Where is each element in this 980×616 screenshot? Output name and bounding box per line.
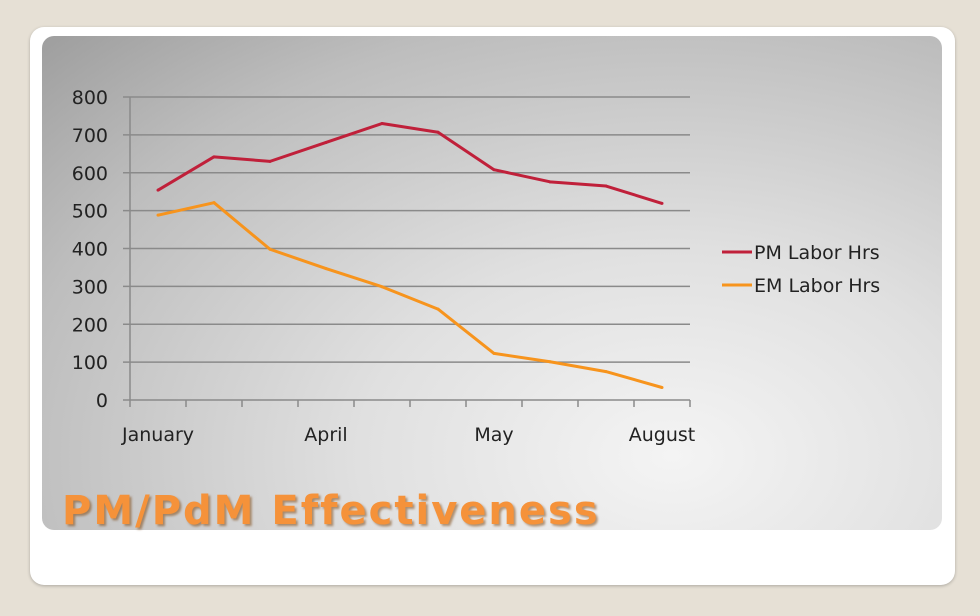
data-point bbox=[436, 307, 440, 311]
data-point bbox=[660, 201, 664, 205]
series-line-pm bbox=[157, 122, 663, 205]
y-tick-label: 200 bbox=[72, 314, 108, 336]
data-point bbox=[380, 122, 384, 126]
data-point bbox=[268, 247, 272, 251]
data-point bbox=[492, 351, 496, 355]
x-tick-label: April bbox=[304, 424, 347, 446]
y-tick-label: 100 bbox=[72, 352, 108, 374]
data-point bbox=[156, 188, 160, 192]
data-point bbox=[548, 360, 552, 364]
data-point bbox=[268, 159, 272, 163]
y-tick-label: 500 bbox=[72, 201, 108, 223]
data-point bbox=[548, 180, 552, 184]
data-point bbox=[604, 370, 608, 374]
x-tick-label: May bbox=[474, 424, 513, 446]
y-tick-label: 700 bbox=[72, 125, 108, 147]
data-point bbox=[660, 386, 664, 390]
legend-label: EM Labor Hrs bbox=[754, 275, 880, 297]
data-point bbox=[156, 213, 160, 217]
data-point bbox=[604, 184, 608, 188]
data-point bbox=[436, 130, 440, 134]
data-point bbox=[492, 168, 496, 172]
data-point bbox=[380, 285, 384, 289]
data-point bbox=[212, 201, 216, 205]
y-tick-label: 0 bbox=[96, 390, 108, 412]
series-line-em bbox=[157, 201, 663, 389]
y-tick-label: 400 bbox=[72, 239, 108, 261]
y-tick-label: 800 bbox=[72, 87, 108, 109]
x-tick-label: January bbox=[121, 424, 194, 446]
legend-label: PM Labor Hrs bbox=[754, 242, 880, 264]
y-tick-label: 600 bbox=[72, 163, 108, 185]
slide-title: PM/PdM Effectiveness bbox=[62, 488, 600, 534]
data-point bbox=[324, 140, 328, 144]
x-tick-label: August bbox=[629, 424, 696, 446]
slide-panel bbox=[42, 36, 942, 530]
data-point bbox=[212, 155, 216, 159]
data-point bbox=[324, 267, 328, 271]
y-tick-label: 300 bbox=[72, 276, 108, 298]
